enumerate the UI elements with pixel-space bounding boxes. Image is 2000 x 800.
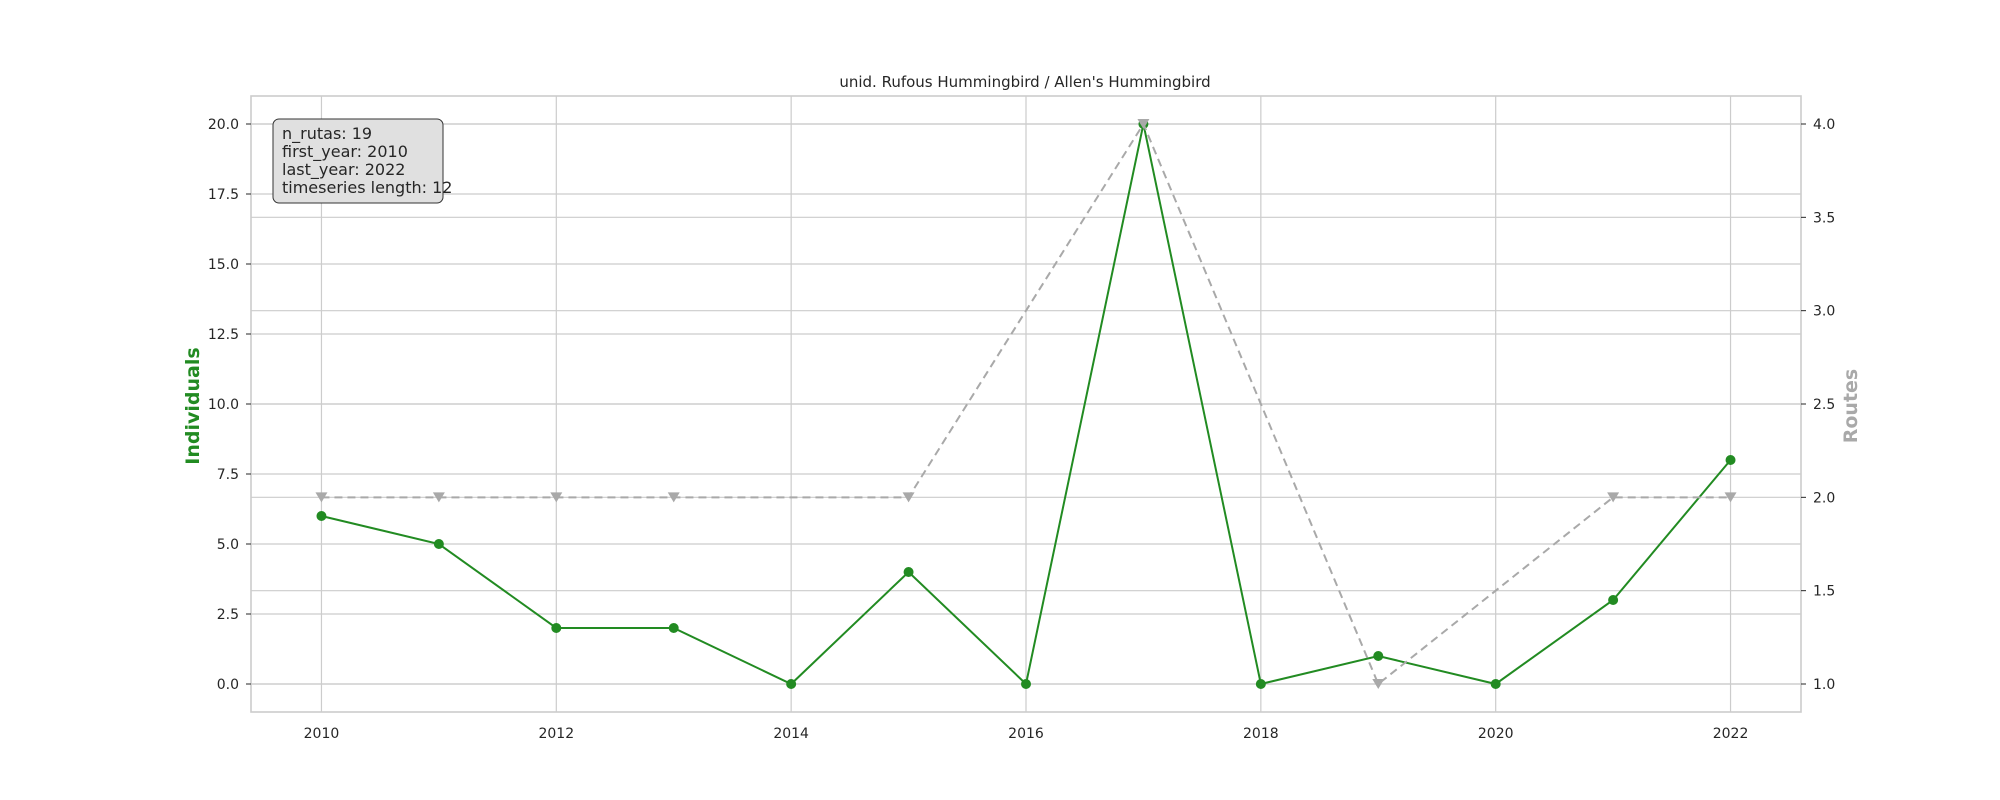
x-tick-label: 2016 — [1008, 726, 1044, 742]
left-y-tick-label: 0.0 — [217, 677, 239, 693]
left-y-tick-label: 7.5 — [217, 467, 239, 483]
right-y-tick-label: 3.5 — [1813, 210, 1835, 226]
individuals-data-point — [316, 511, 327, 521]
routes-data-point — [1724, 492, 1737, 503]
left-y-axis-ticks: 0.0 2.5 5.0 7.5 10.0 12.5 15.0 17.5 20.0 — [208, 117, 251, 693]
left-y-tick-label: 5.0 — [217, 537, 239, 553]
left-y-tick-label: 20.0 — [208, 117, 239, 133]
info-line-n-rutas: n_rutas: 19 — [282, 124, 372, 144]
info-box-background — [272, 118, 444, 204]
routes-data-point — [315, 492, 328, 503]
individuals-data-point — [1490, 679, 1501, 689]
right-y-tick-label: 2.0 — [1813, 490, 1835, 506]
individuals-data-point — [1725, 455, 1736, 465]
routes-data-point — [1607, 492, 1620, 503]
left-y-tick-label: 17.5 — [208, 187, 239, 203]
individuals-data-point — [903, 567, 914, 577]
routes-data-point — [550, 492, 563, 503]
right-y-tick-label: 1.0 — [1813, 677, 1835, 693]
x-tick-label: 2012 — [538, 726, 574, 742]
x-tick-label: 2022 — [1713, 726, 1749, 742]
right-y-tick-label: 2.5 — [1813, 397, 1835, 413]
left-y-tick-label: 2.5 — [217, 607, 239, 623]
right-y-axis-ticks: 1.0 1.5 2.0 2.5 3.0 3.5 4.0 — [1801, 117, 1835, 693]
routes-data-point — [1372, 679, 1385, 689]
info-box: n_rutas: 19 first_year: 2010 last_year: … — [272, 118, 452, 204]
left-y-tick-label: 10.0 — [208, 397, 239, 413]
individuals-data-point — [786, 679, 797, 689]
info-line-timeseries-length: timeseries length: 12 — [282, 178, 452, 197]
individuals-data-point — [1255, 679, 1266, 689]
left-y-tick-label: 12.5 — [208, 327, 239, 343]
grid-lines — [251, 96, 1801, 712]
routes-data-point — [432, 492, 445, 503]
individuals-data-point — [1373, 651, 1384, 661]
x-tick-label: 2020 — [1478, 726, 1514, 742]
x-tick-label: 2018 — [1243, 726, 1279, 742]
right-y-tick-label: 4.0 — [1813, 117, 1835, 133]
individuals-data-point — [433, 539, 444, 549]
x-tick-label: 2010 — [304, 726, 340, 742]
routes-data-point — [902, 492, 915, 503]
left-y-axis-label: Individuals — [182, 347, 204, 464]
series-layer — [315, 119, 1737, 689]
left-y-tick-label: 15.0 — [208, 257, 239, 273]
routes-data-point — [1137, 119, 1150, 129]
x-axis-ticks: 2010 2012 2014 2016 2018 2020 2022 — [304, 726, 1749, 742]
individuals-data-point — [551, 623, 562, 633]
chart-title: unid. Rufous Hummingbird / Allen's Hummi… — [839, 73, 1210, 91]
info-line-last-year: last_year: 2022 — [282, 160, 405, 180]
right-y-axis-label: Routes — [1840, 369, 1862, 444]
individuals-data-point — [1021, 679, 1031, 689]
routes-data-point — [667, 492, 680, 503]
info-line-first-year: first_year: 2010 — [282, 142, 408, 162]
right-y-tick-label: 1.5 — [1813, 584, 1835, 600]
right-y-tick-label: 3.0 — [1813, 304, 1835, 320]
individuals-data-point — [668, 623, 679, 633]
individuals-data-point — [1608, 595, 1619, 605]
x-tick-label: 2014 — [773, 726, 809, 742]
